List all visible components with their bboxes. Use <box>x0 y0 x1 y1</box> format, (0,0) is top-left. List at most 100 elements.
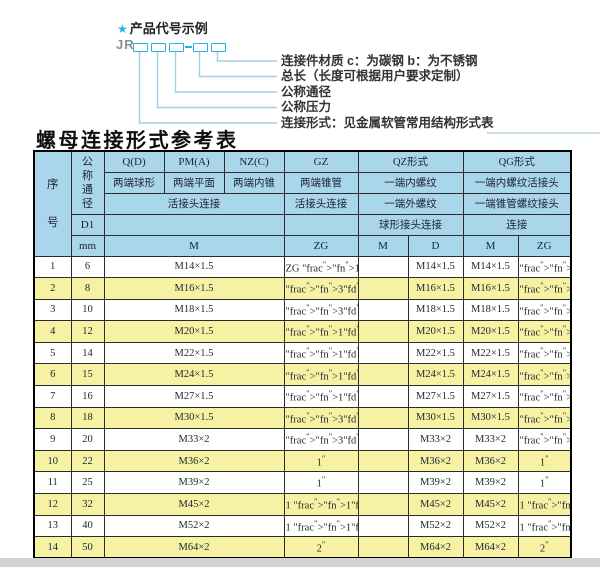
cell-qg-m: M27×1.5 <box>462 385 519 408</box>
table-row: 412M20×1.5"frac">"fn">1"fd">2"M20×1.5M20… <box>33 320 572 343</box>
live-joint-connection: 活接头连接 <box>103 192 285 215</box>
cell-qg-m: M45×2 <box>462 493 519 516</box>
cell-m: M45×2 <box>103 493 285 516</box>
cell-qg-m: M39×2 <box>462 471 519 495</box>
header-row-1: 序号 公称通径 Q(D) PM(A) NZ(C) GZ QZ形式 QG形式 <box>33 150 572 257</box>
cell-qz-d: M20×1.5 <box>407 320 464 343</box>
cell-qg-zg: "frac">"fn">3"fd">8" <box>517 298 572 322</box>
code-box-3 <box>169 43 184 52</box>
qz-desc-1: 一端内螺纹 <box>357 171 464 194</box>
cell-qg-zg: "frac">"fn">1"fd">2" <box>517 341 572 365</box>
cell-zg: "frac">"fn">3"fd">4" <box>283 406 359 430</box>
pm-desc: 两端平面 <box>163 171 225 194</box>
cell-qz-m <box>357 320 409 343</box>
cell-qz-m <box>357 514 409 538</box>
cell-dn: 8 <box>70 277 105 300</box>
cell-qg-zg: "frac">"fn">1"fd">2" <box>517 320 572 343</box>
q-desc: 两端球形 <box>103 171 165 194</box>
cell-zg: "frac">"fn">1"fd">2" <box>283 363 359 387</box>
header-row-5: mm M ZG M D M ZG <box>34 234 572 257</box>
cell-dn: 22 <box>70 449 105 473</box>
code-box-1 <box>133 43 148 52</box>
qg-desc-1: 一端内螺纹活接头 <box>462 171 572 194</box>
cell-qz-m <box>357 277 409 300</box>
cell-seq: 4 <box>33 320 72 343</box>
col-header-dn: 公称通径 <box>70 150 105 215</box>
table-row: 716M27×1.5"frac">"fn">1"fd">2"M27×1.5M27… <box>33 385 572 408</box>
cell-m: M24×1.5 <box>103 363 285 387</box>
cell-dn: 50 <box>70 536 105 559</box>
table-row: 11 25 M39×2 1" M39×2 M39×2 1" <box>33 471 572 495</box>
zg-header: ZG <box>283 234 359 257</box>
table-row: 310M18×1.5"frac">"fn">3"fd">8"M18×1.5M18… <box>33 298 572 322</box>
cell-zg: "frac">"fn">3"fd">4" <box>283 428 359 451</box>
col-header-pm: PM(A) <box>163 150 225 173</box>
cell-qz-d: M33×2 <box>407 428 464 451</box>
cell-m: M27×1.5 <box>103 385 285 408</box>
cell-qg-zg: 2" <box>517 536 572 559</box>
empty-header-cell <box>283 213 359 236</box>
code-dash <box>185 46 192 48</box>
qg-zg-header: ZG <box>517 234 572 257</box>
code-label-form: 连接形式：见金属软管常用结构形式表 <box>281 115 494 130</box>
cell-qg-zg: 1 "frac">"fn">1"fd">2" <box>517 514 572 538</box>
cell-qz-d: M30×1.5 <box>407 406 464 430</box>
cell-qz-m <box>357 255 409 279</box>
cell-dn: 16 <box>70 385 105 408</box>
product-code-prefix: JR <box>116 37 135 52</box>
cell-qg-m: M14×1.5 <box>462 255 519 279</box>
cell-qz-m <box>357 471 409 495</box>
cell-dn: 6 <box>70 255 105 279</box>
cell-qg-m: M16×1.5 <box>462 277 519 300</box>
cell-qg-zg: 1" <box>517 471 572 495</box>
cell-zg: 2" <box>283 536 359 559</box>
qg-m-header: M <box>462 234 519 257</box>
cell-qz-m <box>357 298 409 322</box>
cell-seq: 8 <box>33 406 72 430</box>
cell-zg: "frac">"fn">1"fd">2" <box>283 341 359 365</box>
cell-qz-m <box>357 341 409 365</box>
scan-artifact-line <box>487 132 600 134</box>
qz-desc-2: 一端外螺纹 <box>357 192 464 215</box>
cell-m: M39×2 <box>103 471 285 495</box>
cell-seq: 9 <box>33 428 72 451</box>
cell-dn: 12 <box>70 320 105 343</box>
cell-qg-zg: "frac">"fn">1"fd">2" <box>517 363 572 387</box>
qz-d-header: D <box>407 234 464 257</box>
cell-seq: 10 <box>33 449 72 473</box>
cell-qg-zg: "frac">"fn">3"fd">8" <box>517 277 572 300</box>
cell-qg-zg: "frac">"fn">1"fd">4" <box>517 255 572 279</box>
cell-qz-m <box>357 385 409 408</box>
col-header-seq: 序号 <box>33 150 72 257</box>
cell-zg: "frac">"fn">1"fd">2" <box>283 320 359 343</box>
cell-seq: 14 <box>33 536 72 559</box>
cell-qg-m: M64×2 <box>462 536 519 559</box>
diagram-title-text: 产品代号示例 <box>129 21 208 36</box>
cell-m: M36×2 <box>103 449 285 473</box>
mm-header: mm <box>70 234 105 257</box>
cell-seq: 13 <box>33 514 72 538</box>
cell-dn: 32 <box>70 493 105 516</box>
cell-qz-d: M16×1.5 <box>407 277 464 300</box>
header-row-3: 活接头连接 活接头连接 一端外螺纹 一端锥管螺纹接头 <box>34 192 572 215</box>
cell-zg: "frac">"fn">1"fd">2" <box>283 385 359 408</box>
cell-qg-m: M24×1.5 <box>462 363 519 387</box>
cell-qz-d: M52×2 <box>407 514 464 538</box>
code-label-material: 连接件材质 c：为碳钢 b：为不锈钢 <box>281 54 478 68</box>
cell-zg: 1" <box>283 449 359 473</box>
gz-desc: 两端锥管 <box>283 171 359 194</box>
code-label-pressure: 公称压力 <box>281 100 332 114</box>
cell-qg-m: M30×1.5 <box>462 406 519 430</box>
cell-qz-d: M27×1.5 <box>407 385 464 408</box>
cell-qg-m: M20×1.5 <box>462 320 519 343</box>
cell-m: M33×2 <box>103 428 285 451</box>
cell-zg: "frac">"fn">3"fd">8" <box>283 277 359 300</box>
cell-dn: 40 <box>70 514 105 538</box>
empty-header-cell <box>103 213 285 236</box>
qz-connection: 球形接头连接 <box>357 213 464 236</box>
col-header-gz: GZ <box>283 150 359 173</box>
cell-m: M64×2 <box>103 536 285 559</box>
table-row: 818M30×1.5"frac">"fn">3"fd">4"M30×1.5M30… <box>33 406 572 430</box>
cell-m: M14×1.5 <box>103 255 285 279</box>
